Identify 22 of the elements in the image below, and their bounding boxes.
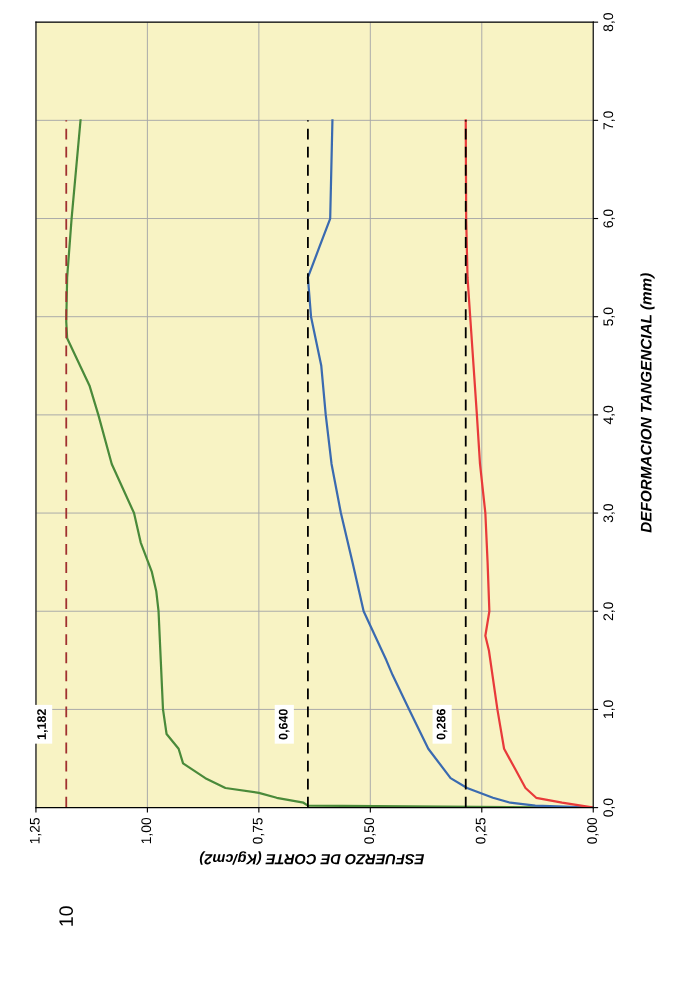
x-axis-title: ESFUERZO DE CORTE (Kg/cm2) bbox=[199, 851, 425, 865]
y-tick-label: 2,0 bbox=[603, 602, 615, 621]
y-tick-label: 7,0 bbox=[603, 111, 615, 130]
y-tick-label: 5,0 bbox=[603, 307, 615, 326]
y-tick-label: 0,0 bbox=[603, 798, 615, 817]
y-tick-label: 4,0 bbox=[603, 405, 615, 425]
y-tick-label: 1,0 bbox=[603, 700, 615, 719]
x-tick-label: 1,25 bbox=[29, 817, 42, 844]
ref-line-label: 1,182 bbox=[37, 709, 48, 740]
x-tick-label: 0,75 bbox=[252, 817, 265, 844]
y-tick-label: 8,0 bbox=[603, 13, 615, 32]
x-tick-label: 0,25 bbox=[475, 817, 488, 844]
y-axis-title: DEFORMACION TANGENCIAL (mm) bbox=[640, 273, 655, 533]
x-tick-label: 1,00 bbox=[141, 817, 153, 844]
x-tick-label: 0,00 bbox=[587, 817, 599, 844]
x-tick-label: 0,50 bbox=[364, 817, 376, 844]
y-tick-label: 6,0 bbox=[603, 209, 615, 228]
text: 10 bbox=[59, 906, 74, 926]
y-tick-label: 3,0 bbox=[603, 503, 615, 523]
ref-line-label: 0,286 bbox=[436, 709, 448, 740]
ref-line-label: 0,640 bbox=[278, 709, 290, 740]
line-series bbox=[464, 119, 594, 808]
